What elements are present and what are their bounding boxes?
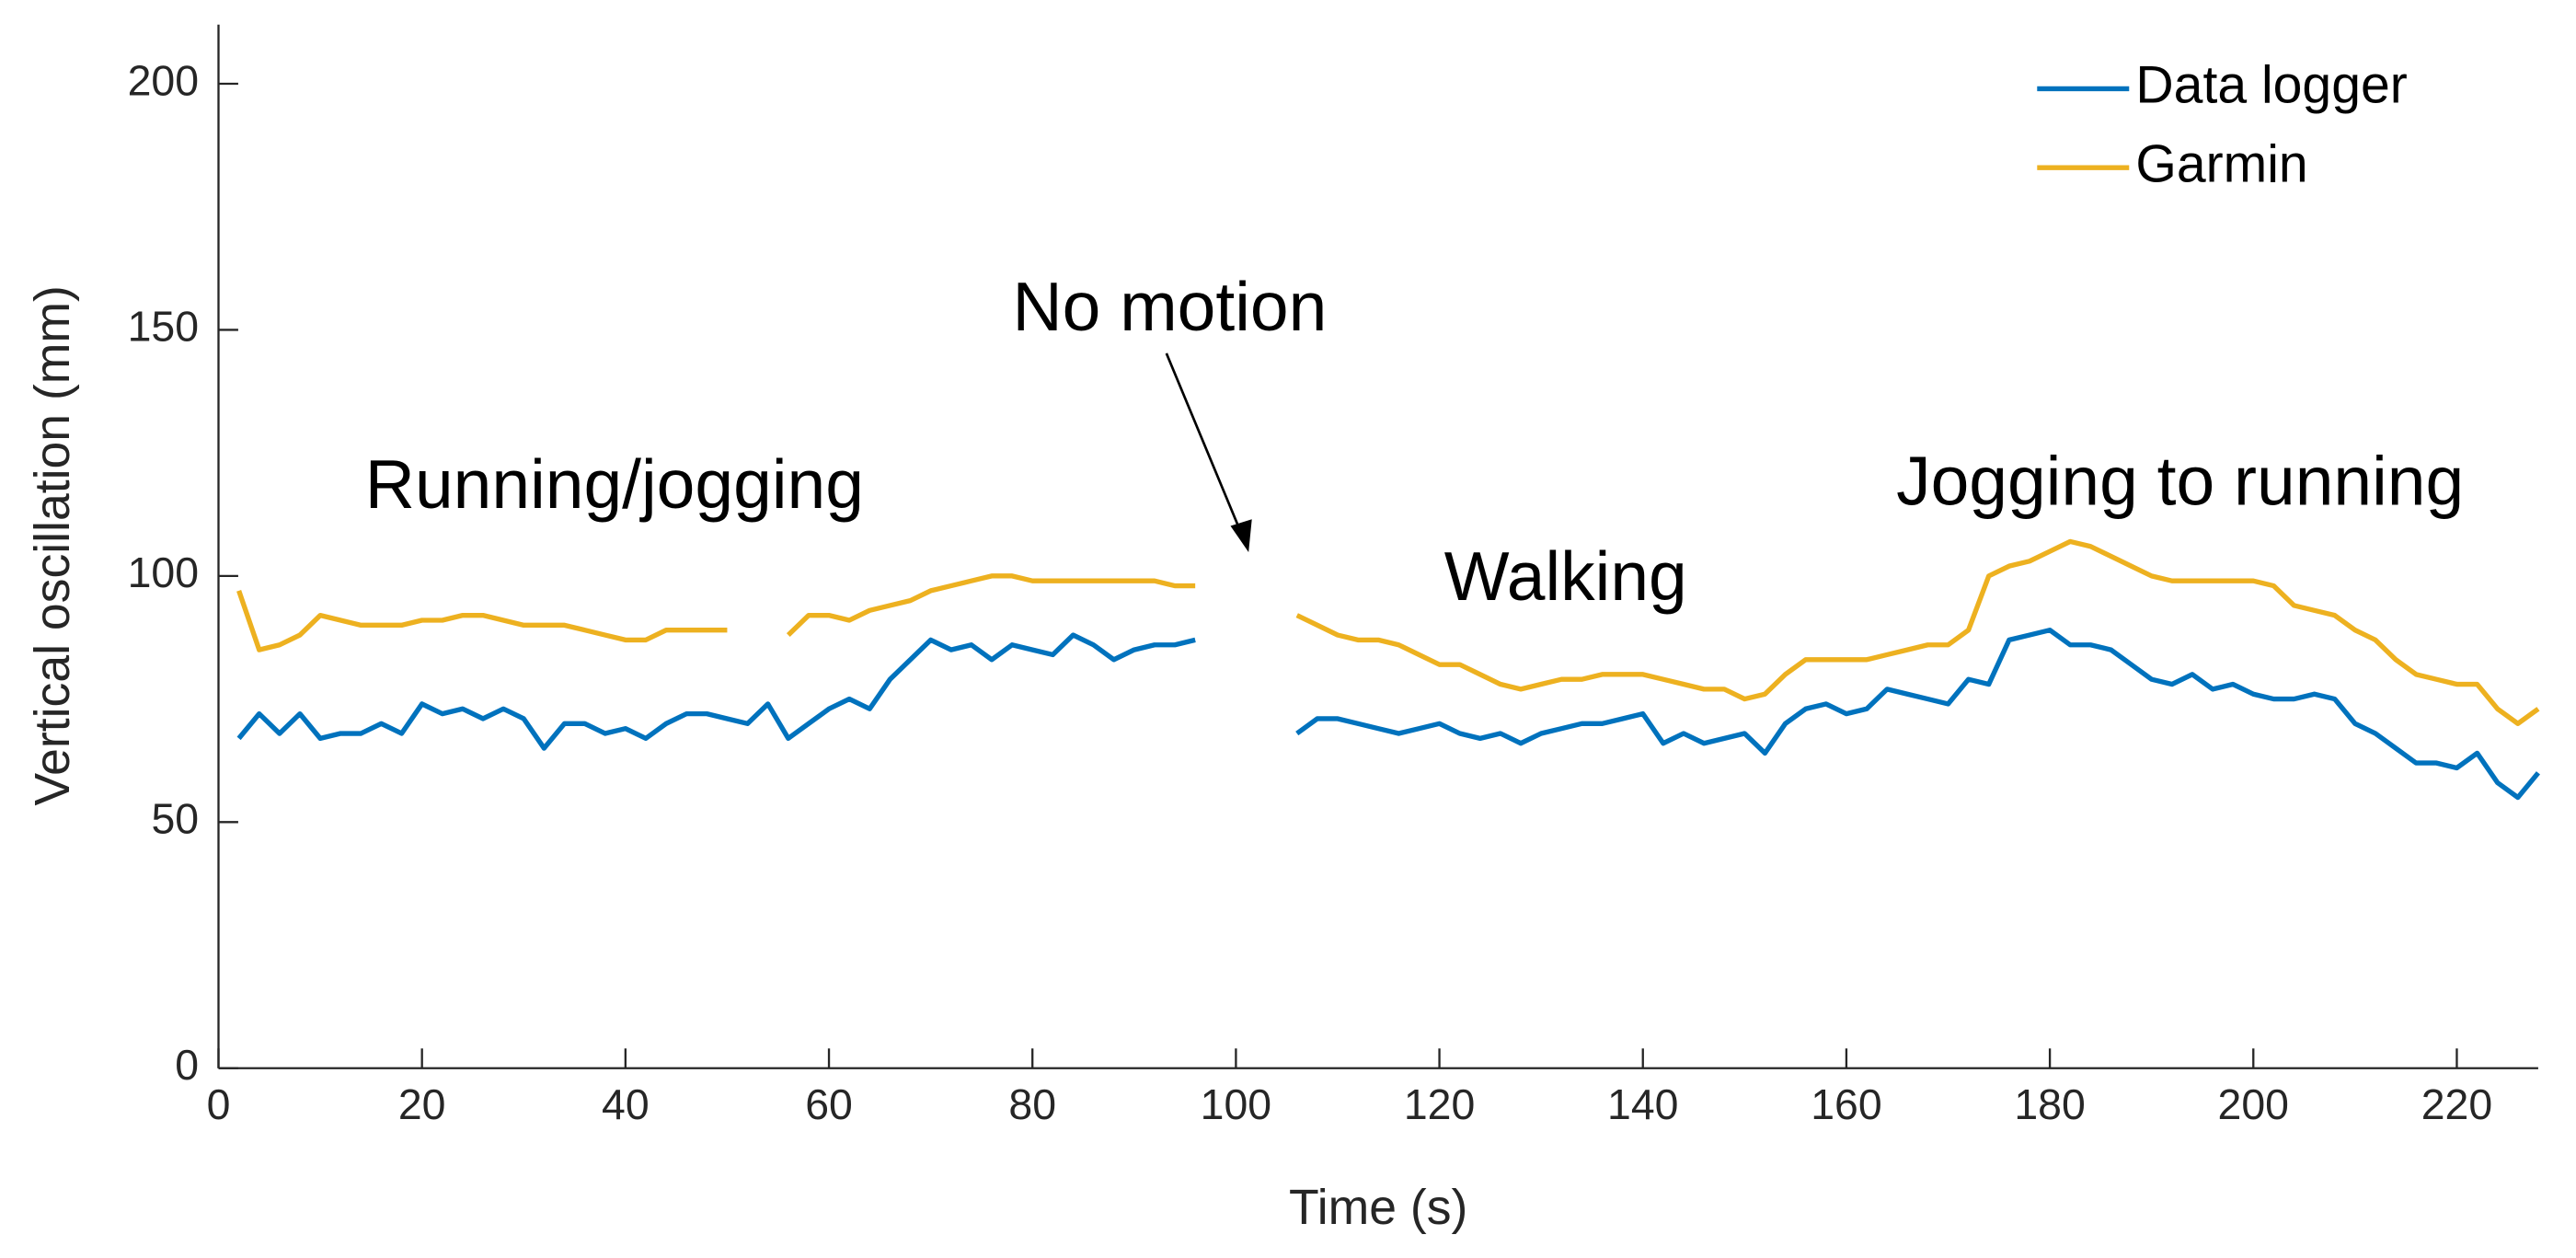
y-tick-label: 50 xyxy=(151,795,199,843)
y-tick-label: 0 xyxy=(175,1041,199,1089)
x-tick-label: 120 xyxy=(1404,1080,1475,1128)
data-line xyxy=(236,538,2540,726)
x-tick-label: 0 xyxy=(207,1080,231,1128)
annotation: Running/jogging xyxy=(365,445,864,523)
legend-label: Data logger xyxy=(2135,56,2407,115)
annotation-arrow xyxy=(1165,352,1246,540)
legend-label: Garmin xyxy=(2135,134,2307,193)
x-tick-label: 20 xyxy=(398,1080,446,1128)
x-tick-label: 100 xyxy=(1201,1080,1271,1128)
x-tick-label: 80 xyxy=(1008,1080,1056,1128)
x-tick-label: 40 xyxy=(602,1080,650,1128)
x-tick-label: 140 xyxy=(1607,1080,1678,1128)
y-tick-label: 200 xyxy=(128,56,199,104)
x-tick-label: 160 xyxy=(1811,1080,1881,1128)
y-axis-label: Vertical oscillation (mm) xyxy=(26,285,80,806)
x-axis-label: Time (s) xyxy=(1289,1181,1467,1235)
x-tick-label: 180 xyxy=(2014,1080,2085,1128)
data-line xyxy=(236,628,2540,801)
y-tick-label: 150 xyxy=(128,303,199,351)
annotation: Jogging to running xyxy=(1896,442,2464,519)
x-tick-label: 220 xyxy=(2421,1080,2492,1128)
annotation: No motion xyxy=(1013,268,1328,345)
y-tick-label: 100 xyxy=(128,548,199,596)
x-tick-label: 200 xyxy=(2218,1080,2289,1128)
x-tick-label: 60 xyxy=(805,1080,853,1128)
annotation: Walking xyxy=(1444,537,1687,615)
arrow-head xyxy=(1230,519,1252,553)
